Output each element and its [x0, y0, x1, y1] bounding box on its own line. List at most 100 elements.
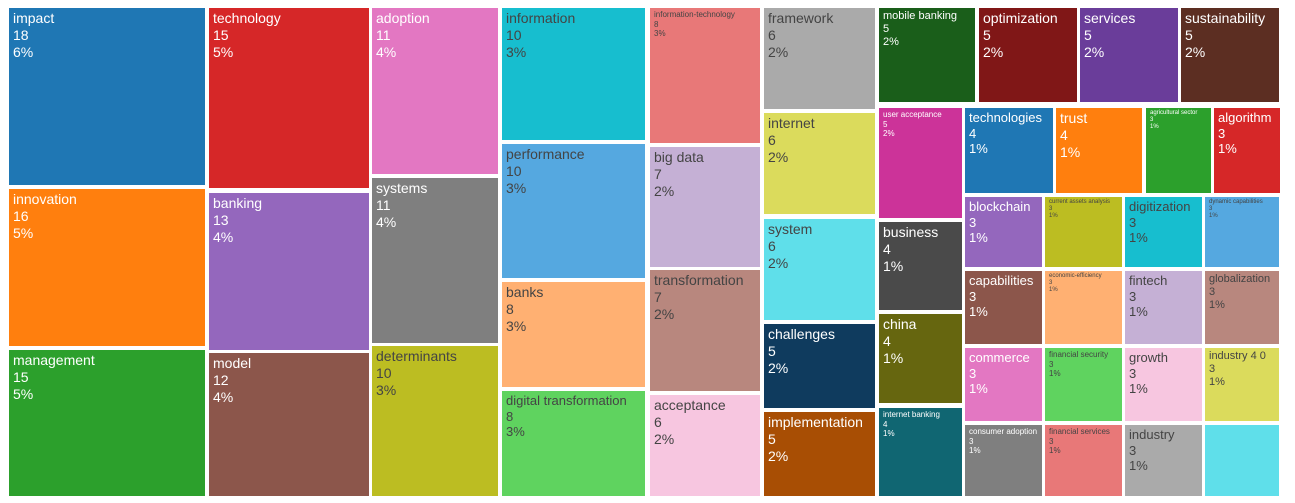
cell-label: industry [1129, 427, 1175, 442]
cell-count: 15 [13, 368, 29, 385]
cell-percent: 4% [376, 43, 397, 60]
cell-label: mobile banking [883, 10, 957, 22]
cell-count: 13 [213, 211, 229, 228]
cell-label: optimization [983, 10, 1058, 26]
cell-label: impact [13, 10, 55, 26]
cell-count: 6 [768, 26, 776, 43]
cell-count: 8 [506, 300, 514, 317]
cell-percent: 2% [654, 182, 675, 199]
treemap-cell-consumer-adoption: consumer adoption 3 1% [965, 425, 1042, 496]
treemap-cell-agricultural-sector: agricultural sector 3 1% [1146, 108, 1211, 193]
cell-percent: 2% [768, 359, 789, 376]
cell-label: fintech [1129, 273, 1168, 288]
cell-percent: 1% [883, 257, 904, 274]
cell-label: innovation [13, 191, 77, 207]
cell-count: 3 [969, 214, 977, 230]
cell-label: business [883, 224, 939, 240]
cell-count: 3 [1129, 442, 1137, 458]
cell-percent: 2% [883, 129, 895, 139]
treemap-cell-blockchain: blockchain 3 1% [965, 197, 1042, 267]
cell-count: 10 [506, 162, 522, 179]
cell-label: digital transformation [506, 393, 627, 408]
cell-label: industry 4 0 [1209, 350, 1266, 362]
cell-label: implementation [768, 414, 863, 430]
cell-percent: 1% [1049, 446, 1061, 456]
cell-label: trust [1060, 110, 1088, 126]
treemap-cell-acceptance: acceptance 6 2% [650, 395, 760, 496]
cell-count: 5 [768, 342, 776, 359]
treemap-cell-user-acceptance: user acceptance 5 2% [879, 108, 962, 218]
cell-percent: 1% [969, 446, 981, 456]
cell-count: 18 [13, 26, 29, 43]
cell-count: 11 [376, 196, 391, 213]
cell-count: 3 [1218, 125, 1226, 141]
cell-label: internet banking [883, 410, 940, 419]
cell-percent: 6% [13, 43, 34, 60]
cell-percent: 1% [1218, 141, 1237, 157]
treemap-cell-globalization: globalization 3 1% [1205, 271, 1279, 344]
cell-count: 4 [1060, 126, 1068, 143]
treemap-cell-growth: growth 3 1% [1125, 348, 1202, 421]
cell-count: 8 [654, 19, 659, 29]
cell-label: current assets analysis [1049, 199, 1111, 205]
cell-label: globalization [1209, 273, 1271, 285]
cell-percent: 1% [1129, 381, 1148, 397]
cell-count: 3 [969, 436, 974, 446]
cell-label: banks [506, 284, 544, 300]
cell-count: 4 [883, 332, 891, 349]
cell-count: 5 [983, 26, 991, 43]
treemap-cell-commerce: commerce 3 1% [965, 348, 1042, 421]
treemap-cell-framework: framework 6 2% [764, 8, 875, 109]
cell-percent: 1% [883, 349, 904, 366]
treemap-cell-algorithm: algorithm 3 1% [1214, 108, 1280, 193]
cell-percent: 1% [1129, 458, 1148, 474]
cell-label: china [883, 316, 917, 332]
treemap-cell-optimization: optimization 5 2% [979, 8, 1077, 102]
treemap-cell-systems: systems 11 4% [372, 178, 498, 343]
cell-percent: 1% [1129, 230, 1148, 246]
treemap-cell-trust: trust 4 1% [1056, 108, 1142, 193]
cell-label: information-technology [654, 10, 735, 19]
treemap-cell-digital-transformation: digital transformation 8 3% [502, 391, 645, 496]
cell-count: 3 [1049, 436, 1054, 446]
cell-label: framework [768, 10, 834, 26]
cell-count: 10 [506, 26, 522, 43]
cell-percent: 1% [1129, 304, 1148, 320]
cell-label: adoption [376, 10, 430, 26]
cell-count: 5 [883, 23, 890, 36]
treemap-cell-financial-security: financial security 3 1% [1045, 348, 1122, 421]
cell-count: 5 [883, 119, 888, 129]
cell-percent: 2% [1084, 43, 1105, 60]
cell-label: financial services [1049, 427, 1110, 436]
cell-percent: 2% [654, 430, 675, 447]
cell-label: sustainability [1185, 10, 1266, 26]
cell-label: transformation [654, 272, 744, 288]
cell-percent: 2% [883, 36, 899, 49]
treemap-cell-digitization: digitization 3 1% [1125, 197, 1202, 267]
treemap-cell-innovation: innovation 16 5% [9, 189, 205, 346]
cell-percent: 2% [768, 43, 789, 60]
treemap-cell-system: system 6 2% [764, 219, 875, 320]
cell-label: digitization [1129, 199, 1191, 214]
treemap-cell-performance: performance 10 3% [502, 144, 645, 278]
cell-label: information [506, 10, 576, 26]
cell-count: 3 [1049, 359, 1054, 369]
treemap-cell-china: china 4 1% [879, 314, 962, 403]
cell-count: 6 [768, 237, 776, 254]
cell-percent: 2% [768, 254, 789, 271]
cell-count: 12 [213, 371, 229, 388]
cell-label: economic-efficiency [1049, 273, 1102, 279]
cell-count: 3 [1209, 363, 1216, 376]
cell-percent: 3% [506, 317, 527, 334]
cell-percent: 5% [13, 385, 34, 402]
cell-percent: 3% [654, 29, 666, 39]
treemap-cell-banks: banks 8 3% [502, 282, 645, 387]
cell-label: dynamic capabilities [1209, 199, 1263, 205]
cell-count: 3 [1209, 286, 1216, 299]
treemap-cell-industry: industry 3 1% [1125, 425, 1202, 496]
cell-percent: 4% [213, 228, 234, 245]
treemap-cell-capabilities: capabilities 3 1% [965, 271, 1042, 344]
treemap-cell-determinants: determinants 10 3% [372, 346, 498, 496]
cell-label: big data [654, 149, 704, 165]
